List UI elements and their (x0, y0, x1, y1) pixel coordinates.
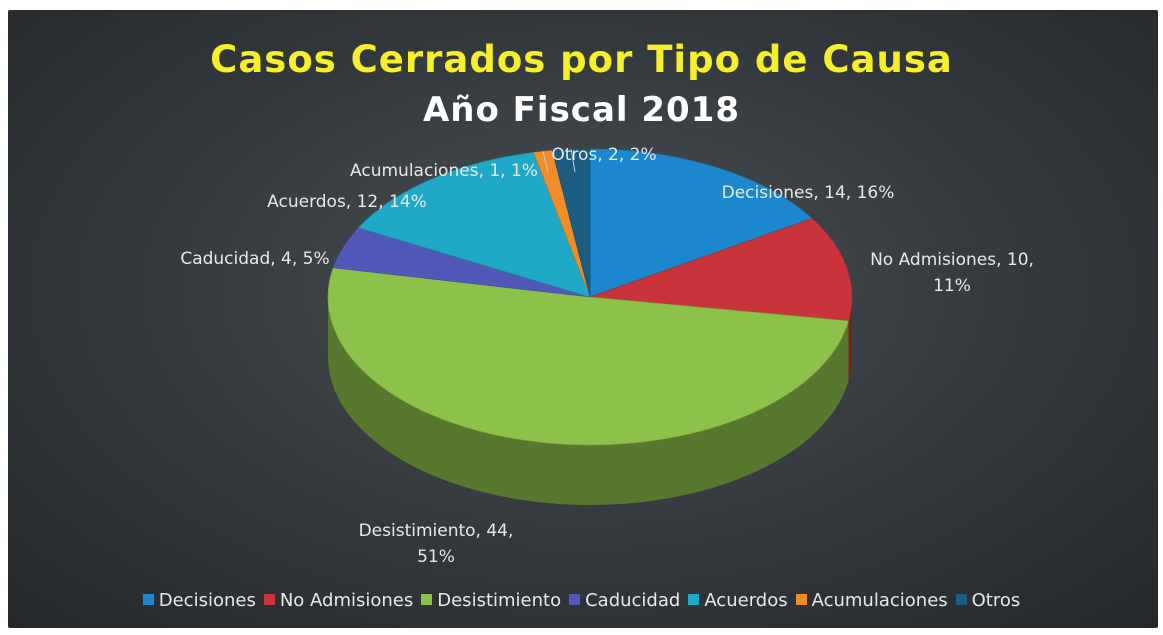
legend-swatch (569, 594, 581, 605)
legend-label: Acumulaciones (811, 590, 948, 611)
chart-legend: Decisiones No Admisiones Desistimiento Cadu… (0, 590, 1163, 611)
pie-slice-acuerdos (357, 152, 591, 298)
chart-title: Casos Cerrados por Tipo de Causa (210, 38, 953, 81)
legend-label: Acuerdos (704, 590, 788, 611)
legend-swatch (955, 594, 967, 605)
legend-item-acumulaciones: Acumulaciones (795, 590, 948, 611)
legend-swatch (142, 594, 154, 605)
legend-item-desistimiento: Desistimiento (421, 590, 561, 611)
pie-side-desistimiento (328, 297, 849, 505)
legend-swatch (421, 594, 433, 605)
legend-item-otros: Otros (955, 590, 1021, 611)
legend-swatch (263, 594, 275, 605)
leader-line-acumulaciones (542, 151, 549, 173)
data-label-acumulaciones: Acumulaciones, 1, 1% (350, 161, 538, 181)
legend-label: Desistimiento (437, 590, 562, 611)
leader-line-otros (570, 149, 576, 173)
legend-label: Caducidad (585, 590, 681, 611)
chart-subtitle: Año Fiscal 2018 (422, 90, 741, 130)
pie-slice-desistimiento (327, 267, 849, 446)
data-label-caducidad: Caducidad, 4, 5% (180, 249, 329, 269)
data-labels: Decisiones, 14, 16% No Admisiones, 10, 11%… (180, 145, 1034, 567)
legend-item-no-admisiones: No Admisiones (263, 590, 414, 611)
legend-item-decisiones: Decisiones (142, 590, 256, 611)
pie-slice-no-admisiones (589, 218, 853, 322)
legend-item-acuerdos: Acuerdos (688, 590, 788, 611)
data-label-otros: Otros, 2, 2% (551, 145, 656, 165)
data-label-no-admisiones: No Admisiones, 10, 11% (870, 250, 1034, 296)
data-label-acuerdos: Acuerdos, 12, 14% (267, 192, 427, 212)
legend-item-caducidad: Caducidad (569, 590, 680, 611)
legend-label: No Admisiones (279, 590, 414, 611)
legend-swatch (688, 594, 700, 605)
pie-top-faces (327, 148, 853, 446)
pie-slice-decisiones (589, 148, 813, 298)
leader-lines (542, 149, 576, 173)
legend-label: Otros (971, 590, 1021, 611)
data-label-decisiones: Decisiones, 14, 16% (722, 183, 895, 203)
pie-slice-otros (551, 148, 591, 298)
legend-swatch (795, 594, 807, 605)
data-label-desistimiento: Desistimiento, 44, 51% (359, 521, 514, 567)
legend-label: Decisiones (158, 590, 256, 611)
